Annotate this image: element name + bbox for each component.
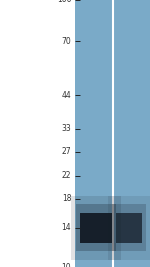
Text: 44: 44	[61, 91, 71, 100]
Bar	[108, 196, 150, 260]
Bar	[112, 205, 146, 252]
Text: 14: 14	[62, 223, 71, 233]
Bar	[80, 213, 112, 243]
Text: 100: 100	[57, 0, 71, 5]
Bar	[75, 0, 150, 267]
Bar	[71, 196, 121, 260]
Bar	[76, 205, 117, 252]
Text: 27: 27	[62, 147, 71, 156]
Text: 70: 70	[61, 37, 71, 46]
Bar	[116, 213, 142, 243]
Text: 22: 22	[62, 171, 71, 180]
Text: 33: 33	[61, 124, 71, 133]
Text: 10: 10	[62, 262, 71, 267]
Text: 18: 18	[62, 194, 71, 203]
